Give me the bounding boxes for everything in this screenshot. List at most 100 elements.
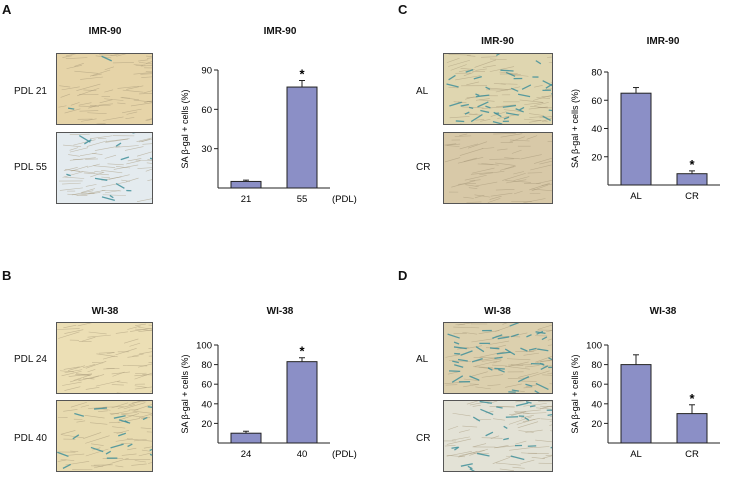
cell-fiber [541,183,552,186]
stained-cell [120,156,130,161]
row-label-d1: AL [416,354,429,365]
stained-cell [547,413,552,417]
stained-cell [517,93,531,98]
cell-fiber [534,102,549,106]
stained-cell [110,443,124,449]
y-axis-label: SA β-gal + cells (%) [570,89,580,168]
stained-cell [67,107,75,110]
stained-cell [93,407,108,410]
cell-fiber [528,113,544,116]
stained-cell [452,360,459,364]
stained-cell [477,101,489,108]
stained-cell [94,177,108,181]
cell-fiber [448,425,459,430]
cell-fiber [481,106,506,109]
significance-marker: * [689,157,695,172]
cell-fiber [60,430,76,435]
cell-fiber [83,172,109,176]
cell-fiber [505,365,530,370]
micrograph-d1 [443,322,553,394]
cell-fiber [74,63,84,67]
cell-fiber [115,331,128,334]
y-tick-label: 80 [591,68,602,79]
cell-fiber [132,410,152,414]
cell-fiber [90,172,104,178]
cell-fiber [463,196,474,199]
cell-fiber [134,460,146,463]
cell-fiber [67,193,88,196]
cell-fiber [549,420,552,422]
micrograph-texture [444,54,552,124]
stained-cell [494,367,505,370]
x-tick-label: 40 [297,449,308,460]
cell-fiber [136,198,152,203]
cell-fiber [487,384,501,386]
stained-cell [109,194,114,199]
cell-fiber [530,164,552,171]
cell-fiber [533,157,552,164]
cell-fiber [134,385,147,388]
cell-fiber [143,90,152,94]
cell-fiber [475,181,498,187]
y-tick-label: 60 [201,105,212,116]
cell-fiber [93,165,116,168]
cell-fiber [513,171,525,175]
cell-fiber [116,430,130,434]
cell-fiber [138,326,152,330]
stained-cell [505,71,516,77]
stained-cell [548,357,552,361]
cell-fiber [111,457,129,464]
stained-cell [475,346,485,353]
cell-fiber [502,323,508,325]
cell-fiber [109,421,120,424]
cell-fiber [127,158,142,162]
cell-fiber [131,463,147,466]
cell-fiber [471,338,494,343]
cell-fiber [518,372,539,378]
cell-fiber [528,106,548,110]
stained-cell [457,358,468,362]
stained-cell [115,182,125,189]
cell-fiber [504,157,520,160]
y-tick-label: 40 [201,399,212,410]
bar-chart-d: SA β-gal + cells (%) 20 40 60 80 100 AL * CR [570,341,720,460]
cell-fiber [542,365,552,367]
panel-label-a: A [2,2,12,17]
cell-fiber [475,98,490,101]
cell-fiber [70,450,79,453]
cell-fiber [90,465,104,467]
cell-fiber [474,194,491,198]
cell-fiber [148,462,152,464]
cell-fiber [495,189,515,191]
stained-cell [467,465,473,470]
y-tick-label: 80 [591,360,602,371]
cell-fiber [540,418,552,420]
cell-fiber [146,162,152,164]
cell-fiber [134,374,148,377]
stained-cell [528,347,537,351]
x-unit-label: (PDL) [332,449,357,460]
row-label-b2: PDL 40 [14,433,47,444]
cell-fiber [537,324,552,330]
cell-fiber [75,373,92,376]
cell-fiber [524,102,544,105]
cell-fiber [116,166,131,169]
cell-fiber [60,93,71,98]
cell-fiber [95,380,121,387]
stained-cell [142,416,148,421]
cell-fiber [459,133,468,136]
stained-cell [534,390,540,393]
stained-cell [541,336,548,341]
bar [230,432,262,444]
cell-fiber [128,401,141,406]
stained-cell [147,406,152,408]
cell-fiber [523,403,547,407]
stained-cell [510,455,525,461]
stained-cell [72,434,80,440]
cell-fiber [469,448,489,456]
stained-cell [535,60,542,65]
stained-cell [529,405,536,408]
cell-fiber [117,418,140,423]
cell-fiber [444,143,457,146]
cell-fiber [115,145,139,148]
